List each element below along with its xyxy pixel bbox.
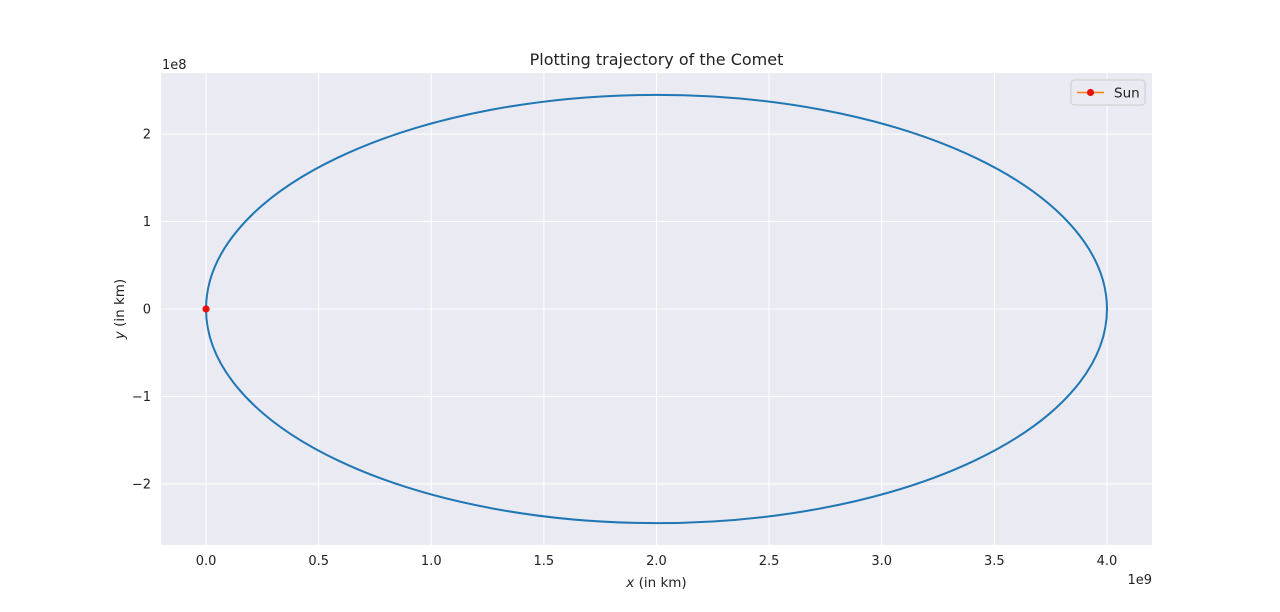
sun-point xyxy=(202,305,210,313)
y-tick-label: −1 xyxy=(132,390,151,405)
y-tick-labels: −2 −1 0 1 2 xyxy=(132,128,151,493)
y-tick-label: 1 xyxy=(143,215,151,230)
x-tick-label: 0.5 xyxy=(308,554,329,569)
legend-box xyxy=(1070,79,1146,106)
x-tick-label: 4.0 xyxy=(1097,554,1118,569)
series-layer xyxy=(202,93,1108,525)
y-offset-label: 1e8 xyxy=(162,58,187,73)
y-tick-label: 0 xyxy=(143,303,151,318)
y-tick-label: 2 xyxy=(143,128,151,143)
x-tick-label: 2.0 xyxy=(646,554,667,569)
x-tick-labels: 0.0 0.5 1.0 1.5 2.0 2.5 3.0 3.5 4.0 xyxy=(196,554,1118,569)
x-tick-label: 0.0 xyxy=(196,554,217,569)
x-tick-label: 3.0 xyxy=(871,554,892,569)
legend: Sun xyxy=(1070,79,1146,106)
y-tick-label: −2 xyxy=(132,477,151,492)
y-axis-label: y (in km) xyxy=(112,279,128,340)
x-tick-label: 1.5 xyxy=(534,554,555,569)
chart-title: Plotting trajectory of the Comet xyxy=(530,50,784,69)
x-tick-label: 3.5 xyxy=(984,554,1005,569)
x-offset-label: 1e9 xyxy=(1127,573,1152,588)
legend-sun-label: Sun xyxy=(1114,86,1140,102)
grid xyxy=(161,73,1152,545)
legend-sun-marker xyxy=(1086,88,1095,97)
x-axis-label: x (in km) xyxy=(625,575,686,591)
x-tick-label: 2.5 xyxy=(759,554,780,569)
x-tick-label: 1.0 xyxy=(421,554,442,569)
